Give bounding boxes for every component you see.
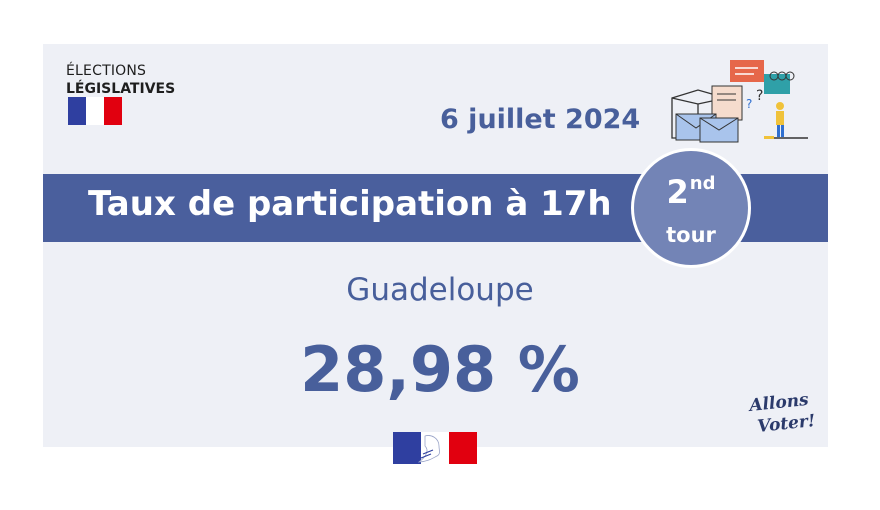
round-number-suffix: nd [689, 173, 716, 194]
logo-line-2: LÉGISLATIVES [66, 81, 176, 97]
svg-text:?: ? [756, 88, 763, 104]
french-flag-icon [68, 85, 122, 125]
region-name: Guadeloupe [346, 272, 534, 308]
banner-title: Taux de participation à 17h [88, 184, 612, 224]
svg-text:?: ? [746, 97, 752, 111]
round-number: 2nd [634, 173, 748, 211]
allons-voter-slogan: Allons Voter! [746, 392, 816, 437]
voting-illustration-icon: ? ? [671, 60, 808, 143]
round-badge: 2nd tour [631, 148, 751, 268]
slogan-line-2: Voter! [756, 411, 816, 437]
election-date: 6 juillet 2024 [440, 104, 641, 135]
participation-rate: 28,98 % [300, 333, 580, 406]
elections-legislatives-logo: ÉLECTIONS LÉGISLATIVES [66, 63, 236, 128]
republique-francaise-logo-icon [393, 432, 477, 464]
round-number-value: 2 [666, 173, 689, 211]
logo-line-1: ÉLECTIONS [66, 63, 147, 79]
round-label: tour [666, 223, 716, 247]
